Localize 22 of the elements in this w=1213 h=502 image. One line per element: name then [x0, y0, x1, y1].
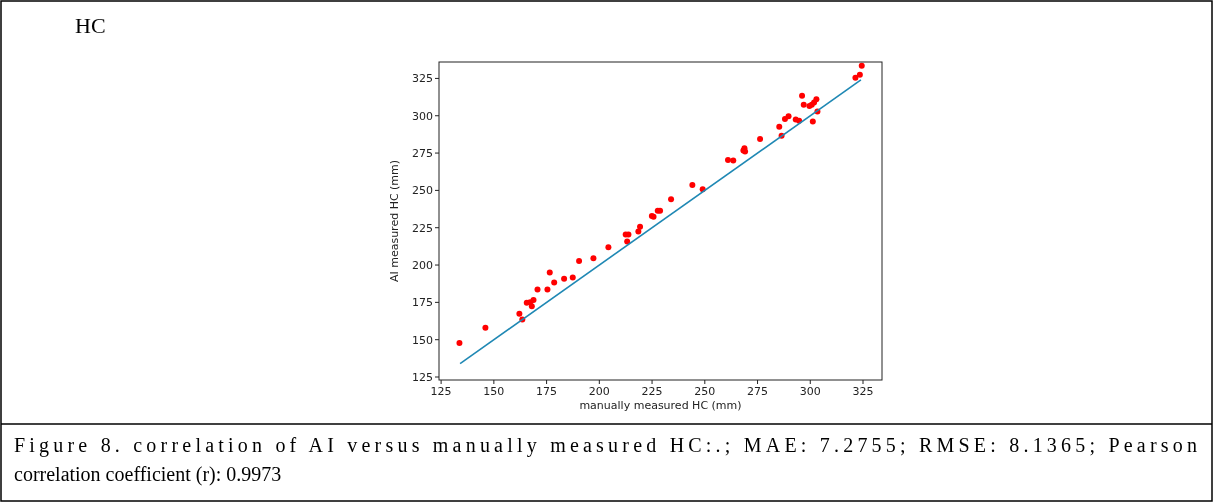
y-tick-label: 225	[412, 221, 433, 235]
y-tick-label: 275	[412, 147, 433, 161]
y-tick-label: 125	[412, 371, 433, 385]
x-tick-label: 175	[536, 385, 558, 398]
y-axis-title: AI measured HC (mm)	[388, 159, 401, 283]
x-tick-label: 275	[747, 385, 769, 398]
x-tick-label: 225	[641, 385, 663, 398]
x-tick-label: 250	[694, 385, 716, 398]
x-tick-label: 325	[852, 385, 874, 398]
x-axis-title: manually measured HC (mm)	[579, 399, 742, 412]
y-tick-label: 325	[412, 72, 433, 86]
text: HC	[75, 13, 106, 38]
y-tick-label: 250	[412, 184, 433, 198]
y-tick-label: 300	[412, 109, 433, 123]
y-tick-label: 200	[412, 259, 433, 273]
y-tick-label: 175	[412, 296, 433, 310]
x-tick-label: 200	[588, 385, 610, 398]
caption: Figure 8. correlation of AI versus manually measured HC:.; MAE: 7.2755; RMSE: 8.1365; Pearson correlation coefficient (r): 0.9973	[14, 434, 1197, 486]
x-tick-label: 125	[430, 385, 452, 398]
x-tick-label: 300	[799, 385, 821, 398]
x-tick-label: 150	[483, 385, 505, 398]
y-tick-label: 150	[412, 333, 433, 347]
